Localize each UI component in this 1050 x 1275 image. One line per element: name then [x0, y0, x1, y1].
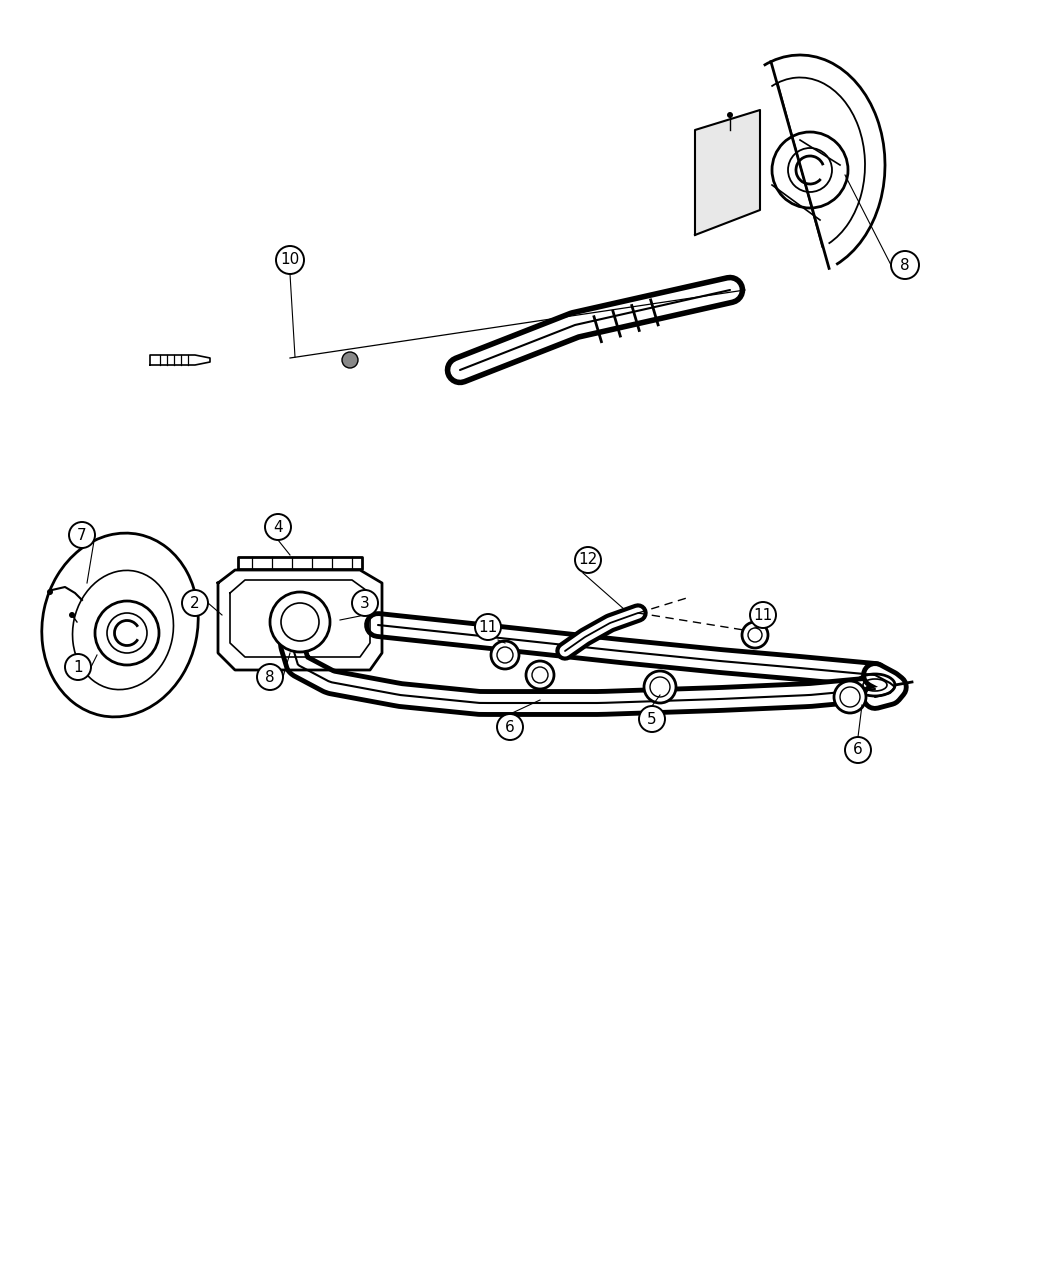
- Text: 4: 4: [273, 519, 282, 534]
- Text: 8: 8: [900, 258, 909, 273]
- Circle shape: [257, 664, 284, 690]
- Circle shape: [69, 612, 75, 618]
- Circle shape: [834, 681, 866, 713]
- Text: 6: 6: [505, 719, 514, 734]
- Text: 5: 5: [647, 711, 657, 727]
- Text: 2: 2: [190, 595, 200, 611]
- Circle shape: [491, 641, 519, 669]
- Circle shape: [265, 514, 291, 541]
- Circle shape: [750, 602, 776, 629]
- Circle shape: [497, 714, 523, 740]
- Text: 6: 6: [853, 742, 863, 757]
- Circle shape: [639, 706, 665, 732]
- Circle shape: [475, 615, 501, 640]
- Circle shape: [69, 521, 94, 548]
- Text: 3: 3: [360, 595, 370, 611]
- Circle shape: [276, 246, 304, 274]
- Circle shape: [727, 112, 733, 119]
- Polygon shape: [150, 354, 210, 365]
- Circle shape: [65, 654, 91, 680]
- Circle shape: [47, 589, 53, 595]
- Text: 11: 11: [754, 607, 773, 622]
- Text: 7: 7: [78, 528, 87, 542]
- Circle shape: [182, 590, 208, 616]
- Circle shape: [575, 547, 601, 572]
- Text: 1: 1: [74, 659, 83, 674]
- Circle shape: [270, 592, 330, 652]
- Circle shape: [845, 737, 871, 762]
- Circle shape: [526, 660, 554, 689]
- Polygon shape: [218, 570, 382, 669]
- Circle shape: [644, 671, 676, 703]
- Circle shape: [342, 352, 358, 368]
- Circle shape: [352, 590, 378, 616]
- Polygon shape: [238, 557, 362, 569]
- Text: 10: 10: [280, 252, 299, 268]
- Text: 11: 11: [479, 620, 498, 635]
- Text: 8: 8: [266, 669, 275, 685]
- Polygon shape: [695, 110, 760, 235]
- Text: 12: 12: [579, 552, 597, 567]
- Circle shape: [891, 251, 919, 279]
- Circle shape: [742, 622, 768, 648]
